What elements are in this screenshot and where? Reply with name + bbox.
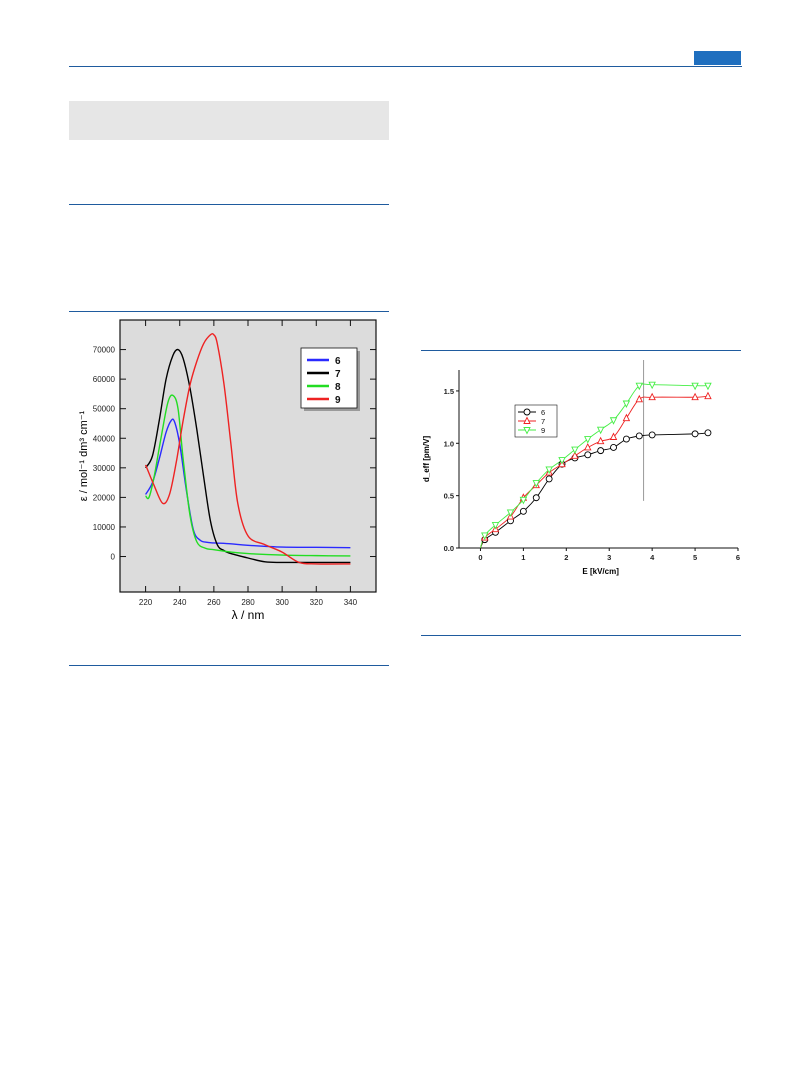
series-line-9: [144, 332, 351, 565]
data-point: [635, 432, 643, 440]
y-tick-label: 0.5: [444, 492, 454, 501]
data-point: [704, 391, 712, 400]
data-point: [523, 408, 531, 416]
data-point: [481, 532, 489, 540]
data-point: [648, 392, 656, 401]
x-tick-label: 280: [241, 598, 255, 607]
figure-top-rule: [69, 311, 389, 312]
x-tick-label: 5: [693, 553, 697, 562]
data-point: [622, 400, 631, 409]
data-point: [648, 381, 656, 390]
y-tick-label: 1.0: [444, 439, 454, 448]
series-line-7: [480, 395, 708, 549]
x-tick-label: 3: [607, 553, 611, 562]
data-point: [622, 413, 631, 422]
series-line-9: [480, 383, 708, 549]
data-point: [610, 444, 617, 451]
x-tick-label: 0: [478, 553, 482, 562]
x-tick-label: 340: [344, 598, 358, 607]
uv-spectrum-chart: 220 240 260 280 300 320 340 0 10000 20000 30000 400…: [78, 319, 377, 622]
x-tick-label: 260: [207, 598, 221, 607]
data-point: [691, 382, 699, 391]
deff-field-chart: 0 1 2 3 4 5 60.00.51.01.5 679 E [kV/cm] d_eff …: [422, 360, 740, 576]
data-point: [571, 451, 579, 459]
x-tick-label: 6: [736, 553, 740, 562]
data-point: [622, 435, 630, 443]
y-tick-label: 30000: [93, 464, 116, 473]
legend-label: 6: [541, 408, 545, 417]
legend-label: 9: [335, 395, 341, 406]
x-tick-label: 2: [564, 553, 568, 562]
data-point: [635, 394, 644, 403]
header-rule: [69, 66, 742, 67]
data-point: [519, 496, 528, 505]
y-tick-label: 0: [111, 553, 116, 562]
data-point: [609, 417, 618, 425]
data-point: [523, 427, 531, 435]
data-point: [491, 522, 500, 530]
y-tick-label: 60000: [93, 375, 116, 384]
data-point: [545, 475, 553, 483]
data-point: [596, 426, 605, 435]
data-point: [523, 416, 531, 424]
series-line-8: [145, 394, 351, 557]
data-point: [545, 466, 553, 474]
data-point: [635, 382, 644, 391]
data-point: [596, 436, 605, 445]
header-tab: [694, 51, 741, 65]
series-line-7: [144, 348, 351, 564]
x-tick-label: 320: [310, 598, 324, 607]
data-point: [597, 447, 605, 455]
data-point: [584, 442, 592, 451]
data-point: [519, 507, 527, 515]
y-tick-label: 0.0: [444, 544, 454, 553]
data-point: [691, 392, 699, 401]
figure-bottom-rule: [69, 665, 389, 666]
legend-label: 7: [541, 417, 545, 426]
data-point: [704, 429, 712, 437]
y-tick-label: 50000: [93, 405, 116, 414]
series-line-6: [480, 432, 708, 549]
x-axis-label: λ / nm: [232, 608, 265, 622]
data-point: [532, 480, 540, 488]
legend-label: 9: [541, 426, 545, 435]
data-point: [584, 451, 592, 459]
legend-label: 8: [335, 382, 341, 393]
x-tick-label: 220: [139, 598, 153, 607]
y-axis-label: ε / mol⁻¹ dm³ cm⁻¹: [78, 410, 90, 501]
data-point: [558, 457, 566, 465]
data-point: [584, 436, 592, 444]
legend-label: 7: [335, 369, 341, 380]
data-point: [609, 432, 618, 440]
data-point: [691, 430, 699, 438]
data-point: [571, 446, 579, 455]
data-point: [532, 494, 540, 502]
x-tick-label: 1: [521, 553, 525, 562]
figure-top-rule-right: [421, 350, 741, 351]
x-tick-label: 300: [275, 598, 289, 607]
y-tick-label: 10000: [93, 523, 116, 532]
data-point: [704, 382, 712, 391]
x-tick-label: 4: [650, 553, 655, 562]
data-point: [506, 509, 515, 517]
x-axis-label: E [kV/cm]: [582, 567, 619, 576]
data-point: [648, 431, 656, 439]
y-tick-label: 20000: [93, 493, 116, 502]
figure-bottom-rule-right: [421, 635, 741, 636]
x-tick-label: 240: [173, 598, 187, 607]
y-tick-label: 1.5: [444, 387, 454, 396]
y-tick-label: 70000: [93, 346, 116, 355]
section-rule: [69, 204, 389, 205]
y-tick-label: 40000: [93, 434, 116, 443]
gray-box: [69, 101, 389, 140]
legend-label: 6: [335, 356, 341, 367]
y-axis-label: d_eff [pm/V]: [422, 436, 431, 483]
